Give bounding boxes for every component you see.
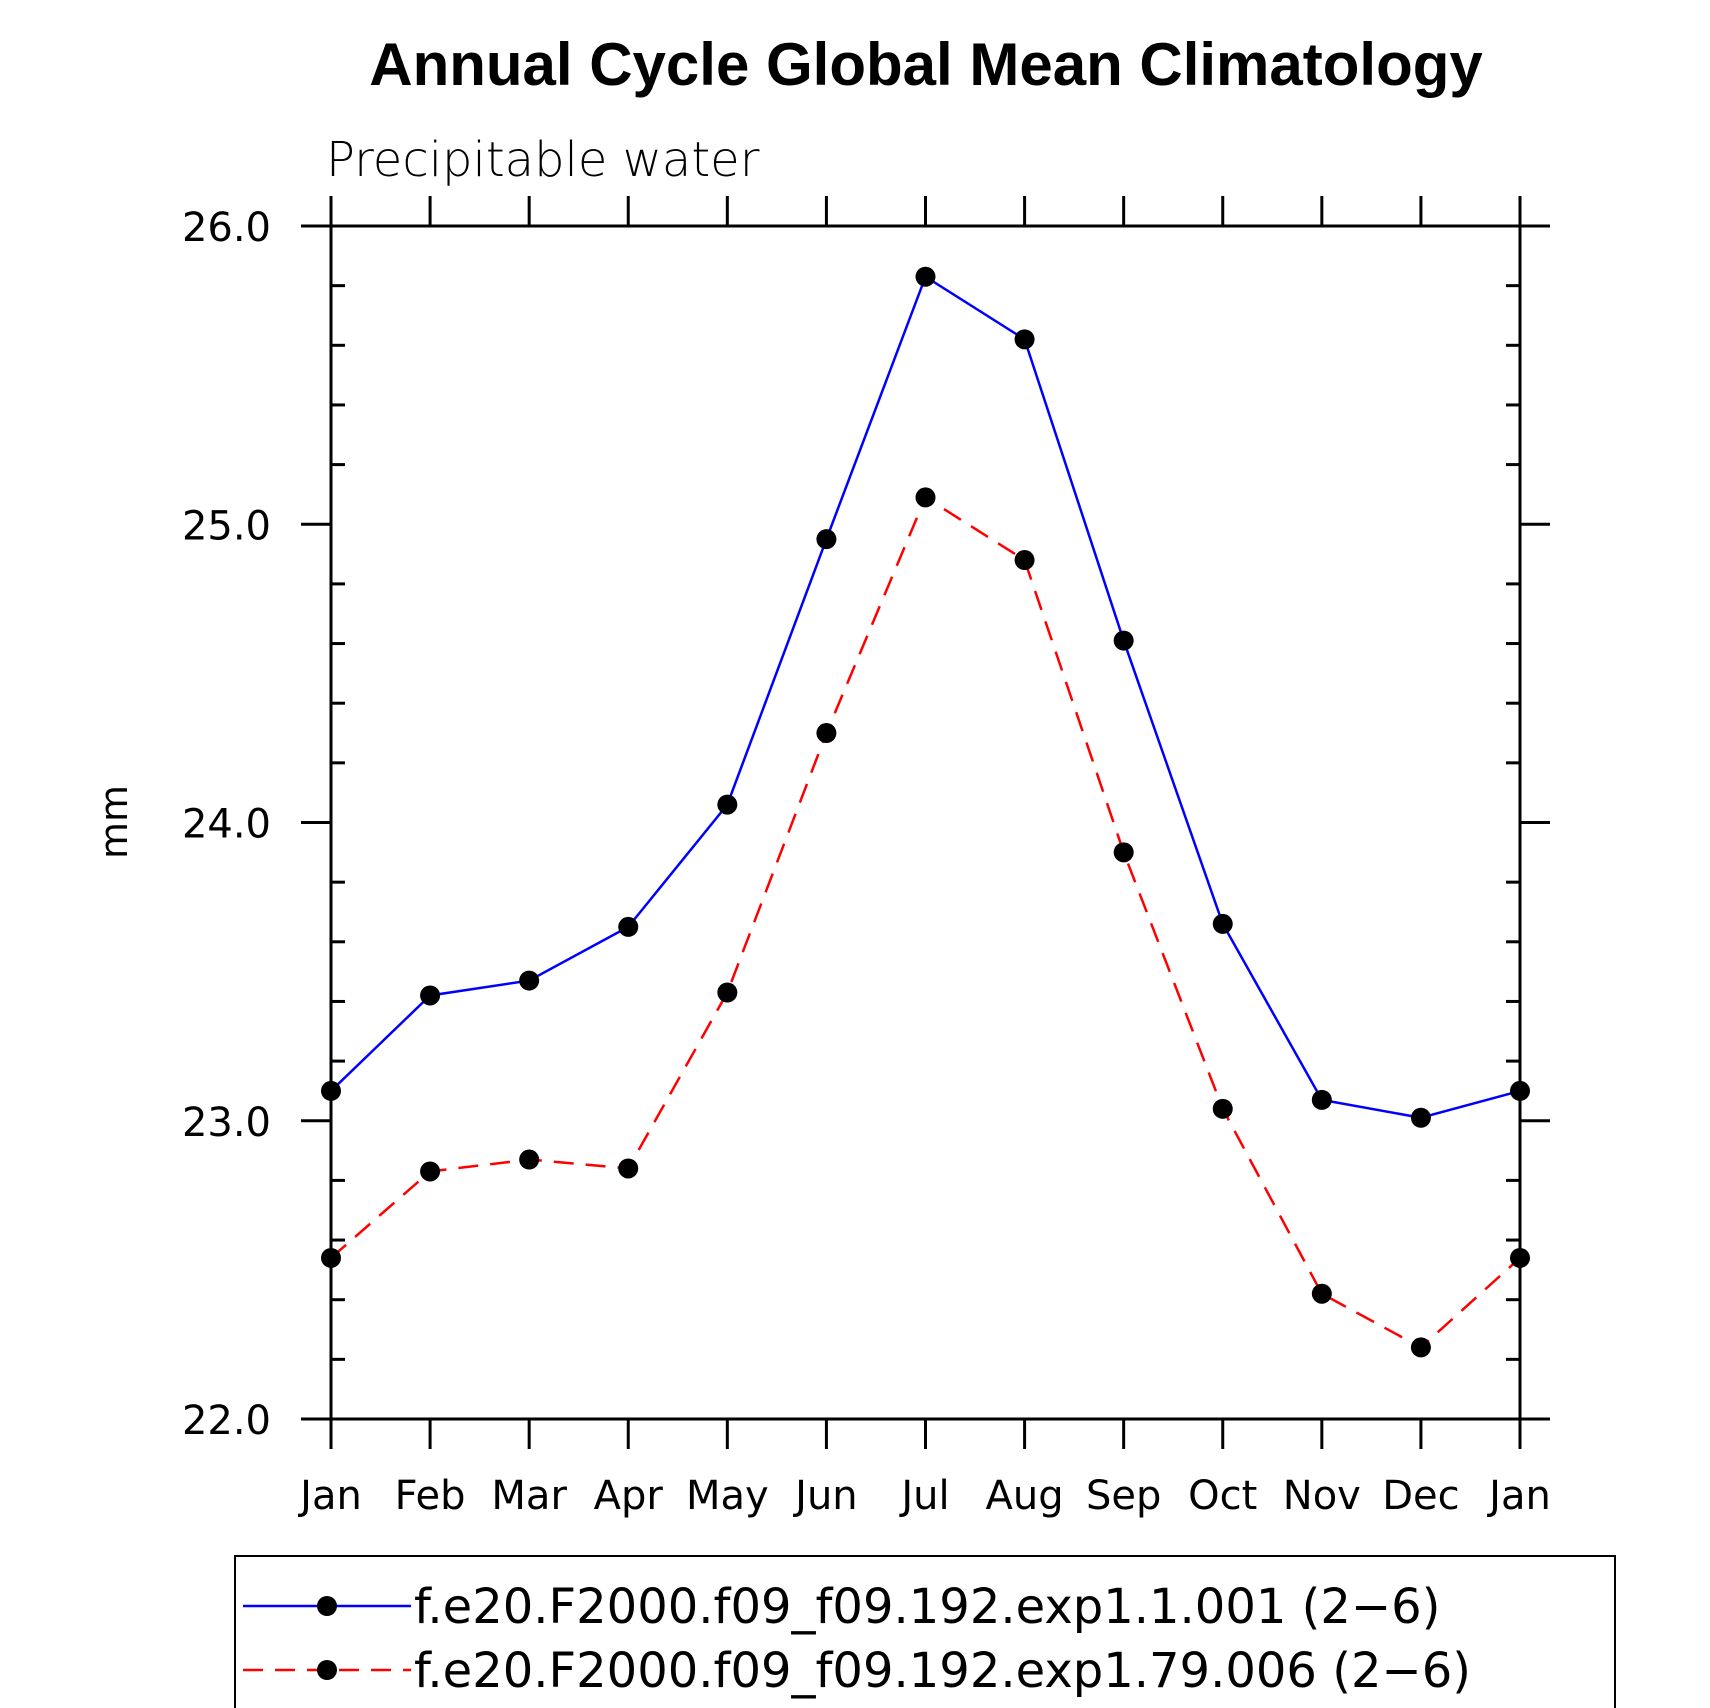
series-1-point (519, 970, 540, 991)
series-2-point (519, 1149, 540, 1170)
series-2-point (1014, 550, 1035, 571)
series-1-point (1212, 913, 1233, 934)
x-tick-label: Jan (1486, 1473, 1551, 1519)
series-2-point (816, 723, 837, 744)
series-2-point (915, 487, 936, 508)
series-1-point (618, 916, 639, 937)
series-2-point (1113, 842, 1134, 863)
y-axis-label: mm (92, 785, 136, 859)
plot-frame (329, 224, 1522, 1421)
y-tick-label: 23.0 (182, 1100, 271, 1146)
legend-label-1: f.e20.F2000.f09_f09.192.exp1.1.001 (2−6) (414, 1579, 1440, 1635)
y-tick-label: 26.0 (182, 205, 271, 251)
series-1-point (1410, 1107, 1431, 1128)
legend-marker-1 (317, 1596, 337, 1616)
chart-title: Annual Cycle Global Mean Climatology (369, 31, 1483, 98)
series-line-1 (330, 274, 1521, 1120)
y-tick-label: 22.0 (182, 1398, 271, 1444)
x-tick-label: Oct (1188, 1473, 1257, 1519)
series-2-point (717, 982, 738, 1003)
series-1-point (1113, 630, 1134, 651)
series-line-2 (330, 495, 1521, 1349)
x-tick-label: Mar (491, 1473, 567, 1519)
series-2-point (321, 1247, 341, 1268)
y-tick-label: 25.0 (182, 503, 271, 549)
series-2-point (420, 1161, 441, 1182)
series-markers (321, 266, 1530, 1358)
series-1-point (1510, 1080, 1530, 1101)
legend-label-2: f.e20.F2000.f09_f09.192.exp1.79.006 (2−6… (414, 1643, 1471, 1699)
x-tick-label: May (686, 1473, 769, 1519)
series-2-point (1510, 1247, 1530, 1268)
series-1-point (816, 529, 837, 550)
series-1-point (321, 1080, 341, 1101)
axis-ticks: Jan Feb Mar Apr May Jun Jul Aug Sep Oct Nov Dec Jan 2… (182, 196, 1551, 1519)
series-2-point (1212, 1098, 1233, 1119)
series-1-point (915, 266, 936, 287)
x-tick-label: Aug (986, 1473, 1064, 1519)
series-2-point (618, 1158, 639, 1179)
series-lines (330, 274, 1521, 1349)
series-1-point (1311, 1089, 1332, 1110)
x-tick-label: Feb (395, 1473, 466, 1519)
x-tick-label: Jul (898, 1473, 949, 1519)
chart-subtitle: Precipitable water (326, 132, 760, 188)
x-tick-label: Dec (1382, 1473, 1459, 1519)
series-1-point (1014, 329, 1035, 350)
legend-marker-2 (317, 1660, 337, 1680)
series-2-point (1410, 1337, 1431, 1358)
legend: f.e20.F2000.f09_f09.192.exp1.1.001 (2−6)… (234, 1555, 1616, 1708)
x-tick-label: Nov (1283, 1473, 1361, 1519)
legend-box (234, 1555, 1616, 1708)
y-tick-label: 24.0 (182, 802, 271, 848)
series-1-point (420, 985, 441, 1006)
series-1-point (717, 794, 738, 815)
x-tick-label: Jan (297, 1473, 362, 1519)
series-2-point (1311, 1283, 1332, 1304)
x-tick-label: Apr (594, 1473, 664, 1519)
x-tick-label: Jun (792, 1473, 858, 1519)
x-tick-label: Sep (1086, 1473, 1161, 1519)
